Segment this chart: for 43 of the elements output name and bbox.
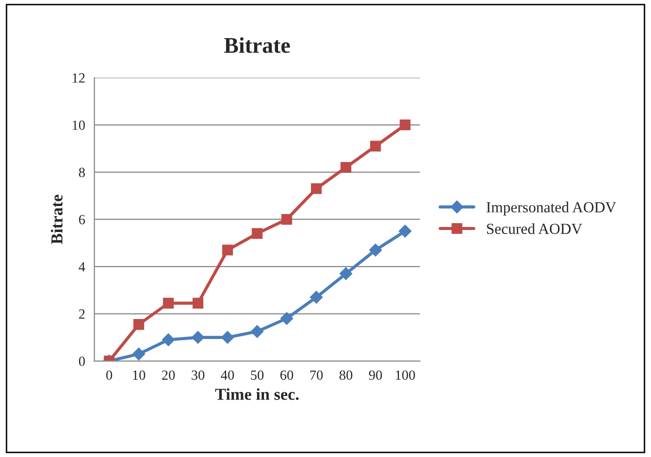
point — [252, 228, 263, 239]
point — [222, 244, 233, 256]
point — [133, 319, 144, 330]
point — [310, 183, 322, 194]
point — [192, 298, 204, 309]
x-tick-label: 40 — [220, 370, 234, 380]
point — [132, 348, 146, 360]
x-tick-label: 80 — [340, 370, 352, 380]
y-tick-label: 6 — [79, 214, 85, 224]
point — [340, 162, 352, 173]
y-tick-label: 10 — [72, 120, 85, 130]
y-tick-label: 4 — [78, 262, 86, 272]
point — [162, 333, 175, 346]
x-tick-label: 20 — [162, 370, 175, 380]
x-axis-title: Time in sec. — [215, 388, 299, 400]
x-tick-label: 100 — [396, 370, 415, 380]
chart-title: Bitrate — [224, 37, 290, 53]
point — [369, 244, 382, 256]
point — [221, 331, 234, 344]
legend-label: Secured AODV — [487, 223, 582, 234]
point — [192, 331, 204, 344]
point — [162, 298, 174, 309]
point — [398, 224, 412, 238]
y-tick-label: 0 — [78, 356, 85, 366]
y-tick-label: 8 — [78, 168, 85, 178]
x-tick-label: 90 — [369, 370, 382, 380]
point — [281, 214, 292, 225]
point — [250, 325, 264, 338]
legend-label: Impersonated AODV — [486, 202, 616, 216]
y-tick-label: 12 — [72, 73, 85, 83]
x-tick-label: 10 — [133, 370, 146, 380]
x-tick-label: 50 — [251, 370, 264, 380]
point — [310, 290, 323, 304]
x-tick-label: 0 — [106, 370, 112, 380]
point — [280, 312, 294, 325]
point — [400, 120, 410, 130]
x-tick-label: 60 — [280, 370, 294, 380]
x-tick-label: 70 — [310, 370, 323, 380]
y-tick-label: 2 — [79, 309, 85, 319]
point — [340, 267, 352, 280]
x-tick-label: 30 — [192, 370, 204, 380]
point — [370, 140, 381, 152]
y-axis-title: Bitrate — [50, 194, 63, 244]
